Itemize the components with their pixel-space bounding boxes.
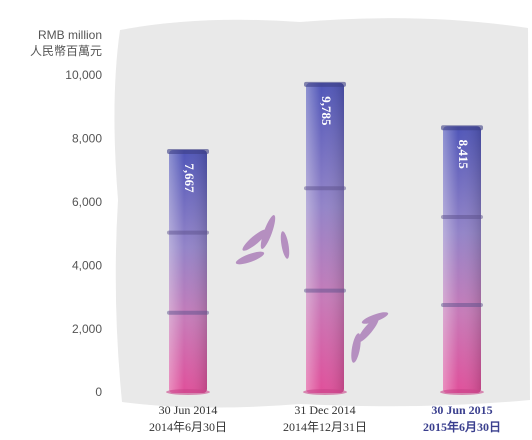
bar-shade [443, 126, 481, 393]
bamboo-base [303, 389, 347, 395]
bamboo-node [441, 214, 483, 219]
y-tick-label: 2,000 [72, 322, 102, 336]
bar-shade [169, 149, 207, 393]
y-tick-label: 6,000 [72, 195, 102, 209]
y-axis-title: RMB million [38, 28, 102, 42]
x-tick-label: 30 Jun 2015 [431, 403, 492, 417]
bamboo-node [304, 81, 346, 87]
bamboo-node [167, 230, 209, 235]
y-tick-label: 8,000 [72, 132, 102, 146]
y-tick-label: 4,000 [72, 258, 102, 272]
x-tick-label: 30 Jun 2014 [159, 403, 218, 417]
bamboo-base [166, 389, 210, 395]
x-tick-label: 2014年12月31日 [283, 420, 367, 434]
bamboo-node [304, 186, 346, 191]
value-label: 8,415 [456, 140, 471, 170]
bamboo-base [440, 389, 484, 395]
x-tick-label: 2014年6月30日 [149, 420, 227, 434]
bamboo-node [441, 302, 483, 307]
y-tick-label: 10,000 [65, 68, 102, 82]
value-label: 7,667 [182, 163, 197, 193]
bar-shade [306, 82, 344, 394]
bamboo-node [441, 125, 483, 131]
y-axis-title: 人民幣百萬元 [30, 44, 102, 58]
value-label: 9,785 [319, 96, 334, 126]
bamboo-node [304, 288, 346, 293]
y-tick-label: 0 [95, 385, 102, 399]
bamboo-node [167, 148, 209, 154]
bamboo-node [167, 310, 209, 315]
x-tick-label: 31 Dec 2014 [294, 403, 355, 417]
bamboo-leaves [235, 215, 389, 363]
x-tick-label: 2015年6月30日 [423, 419, 501, 434]
